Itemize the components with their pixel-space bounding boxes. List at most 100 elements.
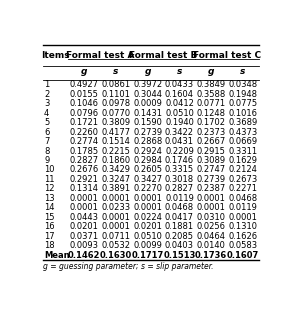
- Text: 0.0583: 0.0583: [228, 241, 258, 250]
- Text: 0.0119: 0.0119: [165, 194, 194, 203]
- Text: 0.3089: 0.3089: [197, 156, 226, 165]
- Text: 0.2673: 0.2673: [228, 175, 258, 184]
- Text: 0.0233: 0.0233: [102, 203, 130, 212]
- Text: 0.2676: 0.2676: [70, 165, 99, 175]
- Text: 0.1513: 0.1513: [163, 250, 196, 260]
- Text: 0.4373: 0.4373: [228, 128, 258, 137]
- Text: 0.1629: 0.1629: [229, 156, 258, 165]
- Text: 0.0001: 0.0001: [197, 203, 226, 212]
- Text: 0.2739: 0.2739: [197, 175, 226, 184]
- Text: 0.1785: 0.1785: [70, 146, 99, 156]
- Text: 0.0201: 0.0201: [70, 222, 99, 231]
- Text: 0.2924: 0.2924: [133, 146, 162, 156]
- Text: 0.0464: 0.0464: [197, 232, 226, 241]
- Text: 0.3311: 0.3311: [228, 146, 258, 156]
- Text: 0.2667: 0.2667: [197, 137, 226, 146]
- Text: 11: 11: [44, 175, 55, 184]
- Text: 0.2209: 0.2209: [165, 146, 194, 156]
- Text: 0.2085: 0.2085: [165, 232, 194, 241]
- Text: 0.0201: 0.0201: [133, 222, 162, 231]
- Text: 0.2827: 0.2827: [70, 156, 99, 165]
- Text: 0.0001: 0.0001: [133, 194, 162, 203]
- Text: 0.0412: 0.0412: [165, 99, 194, 108]
- Text: 0.3247: 0.3247: [102, 175, 130, 184]
- Text: 0.0256: 0.0256: [197, 222, 226, 231]
- Text: 0.2373: 0.2373: [197, 128, 226, 137]
- Text: Mean: Mean: [44, 250, 70, 260]
- Text: 0.2271: 0.2271: [229, 184, 258, 193]
- Text: 4: 4: [44, 109, 49, 118]
- Text: 0.0001: 0.0001: [102, 194, 130, 203]
- Text: s: s: [240, 67, 246, 77]
- Text: 0.1717: 0.1717: [132, 250, 164, 260]
- Text: 0.1746: 0.1746: [165, 156, 194, 165]
- Text: 0.3422: 0.3422: [165, 128, 194, 137]
- Text: 0.1016: 0.1016: [229, 109, 258, 118]
- Text: 0.1310: 0.1310: [229, 222, 258, 231]
- Text: 15: 15: [44, 213, 55, 222]
- Text: 0.0431: 0.0431: [165, 137, 194, 146]
- Text: 0.1101: 0.1101: [102, 90, 130, 99]
- Text: 0.2774: 0.2774: [70, 137, 99, 146]
- Text: 0.0009: 0.0009: [133, 99, 162, 108]
- Text: 5: 5: [44, 118, 49, 127]
- Text: s: s: [177, 67, 182, 77]
- Text: 0.1046: 0.1046: [70, 99, 99, 108]
- Text: 0.0532: 0.0532: [102, 241, 130, 250]
- Text: 0.4927: 0.4927: [70, 80, 99, 89]
- Text: 0.1248: 0.1248: [197, 109, 226, 118]
- Text: 0.0001: 0.0001: [102, 222, 130, 231]
- Text: 0.1462: 0.1462: [68, 250, 101, 260]
- Text: 0.1590: 0.1590: [133, 118, 162, 127]
- Text: 13: 13: [44, 194, 55, 203]
- Text: 0.0433: 0.0433: [165, 80, 194, 89]
- Text: 0.0770: 0.0770: [102, 109, 130, 118]
- Text: s: s: [113, 67, 119, 77]
- Text: 0.2747: 0.2747: [197, 165, 226, 175]
- Text: 0.3044: 0.3044: [133, 90, 162, 99]
- Text: 0.1736: 0.1736: [195, 250, 227, 260]
- Text: 0.0711: 0.0711: [102, 232, 130, 241]
- Text: 0.2270: 0.2270: [133, 184, 162, 193]
- Text: 0.0001: 0.0001: [70, 194, 99, 203]
- Text: 0.0155: 0.0155: [70, 90, 99, 99]
- Text: 14: 14: [44, 203, 55, 212]
- Text: 0.1881: 0.1881: [165, 222, 194, 231]
- Text: 0.0669: 0.0669: [228, 137, 258, 146]
- Text: 0.2387: 0.2387: [197, 184, 226, 193]
- Text: 0.2124: 0.2124: [229, 165, 257, 175]
- Text: 0.0001: 0.0001: [229, 213, 257, 222]
- Text: 0.3588: 0.3588: [197, 90, 226, 99]
- Text: 0.0093: 0.0093: [70, 241, 99, 250]
- Text: 0.0417: 0.0417: [165, 213, 194, 222]
- Text: 0.0403: 0.0403: [165, 241, 194, 250]
- Text: 0.2921: 0.2921: [70, 175, 99, 184]
- Text: 0.0443: 0.0443: [70, 213, 99, 222]
- Text: 0.4177: 0.4177: [102, 128, 130, 137]
- Text: 9: 9: [44, 156, 49, 165]
- Text: 0.0001: 0.0001: [70, 203, 99, 212]
- Text: 0.1940: 0.1940: [165, 118, 194, 127]
- Text: 0.3018: 0.3018: [165, 175, 194, 184]
- Text: 16: 16: [44, 222, 55, 231]
- Text: g: g: [81, 67, 88, 77]
- Text: 0.2827: 0.2827: [165, 184, 194, 193]
- Text: 7: 7: [44, 137, 50, 146]
- Text: 0.1626: 0.1626: [228, 232, 258, 241]
- Text: 0.0371: 0.0371: [70, 232, 99, 241]
- Text: 0.0001: 0.0001: [133, 203, 162, 212]
- Text: Items: Items: [41, 50, 70, 60]
- Text: 0.0119: 0.0119: [229, 203, 257, 212]
- Text: 0.2260: 0.2260: [70, 128, 99, 137]
- Text: 10: 10: [44, 165, 55, 175]
- Text: 0.1604: 0.1604: [165, 90, 194, 99]
- Text: 0.2984: 0.2984: [133, 156, 162, 165]
- Text: 0.3427: 0.3427: [133, 175, 162, 184]
- Text: 0.1702: 0.1702: [197, 118, 226, 127]
- Text: 0.0224: 0.0224: [133, 213, 162, 222]
- Text: 0.3689: 0.3689: [228, 118, 258, 127]
- Text: 0.2605: 0.2605: [133, 165, 162, 175]
- Text: 0.2915: 0.2915: [197, 146, 226, 156]
- Text: 0.0796: 0.0796: [70, 109, 99, 118]
- Text: 0.1314: 0.1314: [70, 184, 99, 193]
